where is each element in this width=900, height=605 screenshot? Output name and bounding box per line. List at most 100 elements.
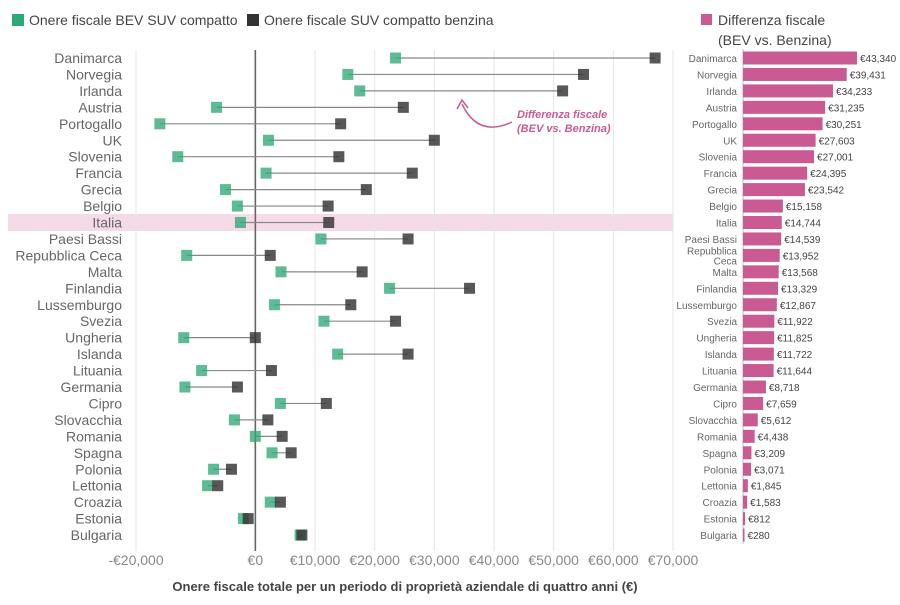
category-label: Ungheria: [65, 330, 122, 346]
difference-category-label: UK: [723, 136, 737, 147]
category-label: Repubblica Ceca: [15, 247, 122, 263]
category-label: Finlandia: [65, 280, 122, 296]
difference-bar: [743, 512, 746, 526]
bev-point: [220, 184, 231, 196]
petrol-point: [356, 266, 368, 278]
difference-category-label: Austria: [706, 103, 738, 114]
annotation-line2: (BEV vs. Benzina): [517, 123, 611, 135]
bev-point: [342, 68, 354, 80]
x-tick-label: €70,000: [648, 552, 699, 568]
difference-title-line1: Differenza fiscale: [718, 12, 825, 28]
difference-bar: [743, 495, 748, 509]
difference-value-label: €13,952: [783, 251, 820, 262]
difference-value-label: €8,718: [769, 383, 800, 394]
difference-bar: [743, 248, 780, 262]
difference-category-label: Repubblica: [687, 246, 737, 257]
difference-category-label: Norvegia: [697, 70, 737, 81]
difference-value-label: €4,438: [758, 432, 789, 443]
difference-category-label: Svezia: [707, 317, 737, 328]
x-tick-label: €30,000: [409, 552, 460, 568]
difference-bar: [743, 413, 758, 427]
petrol-point: [360, 184, 372, 196]
difference-value-label: €11,722: [777, 350, 813, 361]
category-label: Danimarca: [54, 50, 122, 66]
bev-point: [275, 266, 287, 278]
petrol-point: [323, 217, 335, 228]
petrol-point: [212, 480, 224, 492]
petrol-point: [345, 299, 357, 311]
category-label: Svezia: [80, 313, 122, 329]
annotation-arrow-head: [456, 98, 469, 110]
difference-bar-chart: Differenza fiscale (BEV vs. Benzina) Danim…: [676, 12, 897, 545]
petrol-point: [264, 249, 276, 261]
difference-bar: [743, 479, 748, 493]
category-label: Lituania: [73, 363, 122, 379]
annotation: Differenza fiscale (BEV vs. Benzina): [456, 98, 611, 135]
difference-value-label: €23,542: [808, 186, 845, 197]
petrol-point: [262, 414, 274, 426]
category-label: Grecia: [81, 182, 122, 198]
petrol-point: [390, 315, 402, 327]
difference-bar: [743, 232, 782, 246]
difference-value-label: €11,825: [777, 334, 813, 345]
bev-point: [249, 430, 261, 442]
bev-point: [211, 101, 223, 113]
bev-point: [196, 365, 208, 377]
difference-value-label: €43,340: [860, 54, 897, 65]
petrol-point: [649, 52, 661, 64]
difference-value-label: €7,659: [766, 399, 797, 410]
petrol-point: [557, 85, 569, 97]
difference-value-label: €5,612: [761, 416, 792, 427]
category-label: Germania: [61, 379, 123, 395]
difference-value-label: €1,583: [750, 498, 781, 509]
bev-point: [390, 52, 402, 64]
petrol-point: [402, 348, 414, 360]
difference-value-label: €13,329: [781, 284, 818, 295]
petrol-point: [276, 430, 288, 442]
bev-point: [154, 118, 166, 130]
x-axis-label: Onere fiscale totale per un periodo di p…: [172, 579, 637, 594]
difference-bar: [743, 314, 775, 328]
dumbbells: [154, 52, 661, 541]
category-label: Polonia: [75, 461, 122, 477]
category-label: Lussemburgo: [37, 297, 122, 313]
petrol-point: [265, 365, 277, 377]
difference-title-line2: (BEV vs. Benzina): [718, 32, 832, 48]
difference-category-label: Belgio: [709, 202, 737, 213]
petrol-point: [242, 513, 254, 525]
bev-point: [318, 315, 330, 327]
difference-bar: [743, 51, 857, 65]
difference-category-label: Portogallo: [692, 120, 737, 131]
difference-bar: [743, 528, 745, 542]
difference-value-label: €24,395: [810, 169, 847, 180]
highlight-band-italia: [8, 214, 673, 231]
category-label: UK: [103, 132, 123, 148]
difference-category-label: Slovacchia: [689, 416, 738, 427]
difference-category-label: Cipro: [713, 399, 737, 410]
bev-point: [315, 233, 327, 245]
legend: Onere fiscale BEV SUV compatto Onere fisc…: [12, 12, 494, 28]
bev-point: [208, 463, 220, 475]
x-tick-label: €0: [248, 552, 264, 568]
legend-label-petrol: Onere fiscale SUV compatto benzina: [264, 12, 494, 28]
difference-category-label: Estonia: [704, 515, 738, 526]
bev-point: [181, 249, 193, 261]
difference-category-label: Francia: [704, 169, 738, 180]
difference-category-label-cont: Ceca: [714, 256, 738, 267]
petrol-point: [406, 167, 418, 179]
difference-value-label: €1,845: [751, 482, 782, 493]
difference-value-label: €812: [748, 515, 771, 526]
difference-bar: [743, 364, 774, 378]
petrol-point: [274, 496, 286, 508]
bev-point: [268, 299, 280, 311]
difference-value-label: €27,603: [819, 136, 856, 147]
difference-bar: [743, 462, 752, 476]
difference-value-label: €34,233: [836, 87, 873, 98]
difference-bar: [743, 298, 777, 312]
difference-value-label: €12,867: [780, 301, 817, 312]
difference-category-label: Slovenia: [699, 153, 738, 164]
petrol-point: [322, 200, 334, 212]
bev-point: [260, 167, 272, 179]
difference-category-label: Grecia: [708, 186, 738, 197]
